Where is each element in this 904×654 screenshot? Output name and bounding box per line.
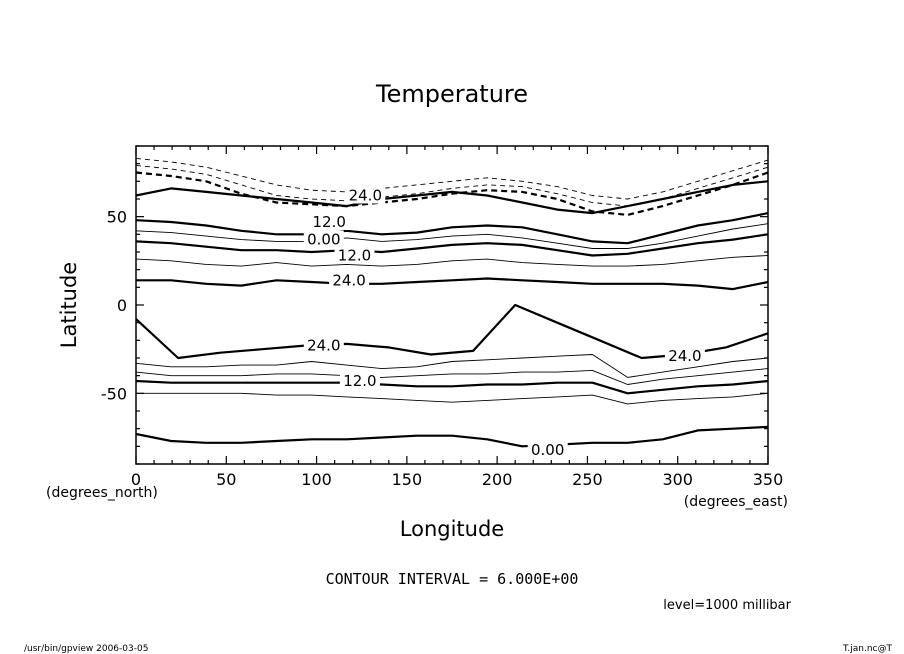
footer-left: /usr/bin/gpview 2006-03-05 bbox=[24, 644, 148, 654]
contour-label-7: 24.0 bbox=[668, 347, 701, 365]
chart-title: Temperature bbox=[375, 80, 528, 108]
x-tick-label: 200 bbox=[482, 470, 513, 489]
contour-label-0: 24.0 bbox=[349, 187, 382, 205]
contour-line-3 bbox=[135, 157, 769, 200]
contour-label-2: 0.00 bbox=[307, 231, 340, 249]
contour-label-bg-6 bbox=[339, 372, 380, 389]
x-unit-label: (degrees_east) bbox=[684, 494, 788, 510]
x-tick-label: 0 bbox=[131, 470, 141, 489]
y-tick-label: -50 bbox=[101, 384, 127, 403]
contour-line-4 bbox=[135, 212, 769, 245]
x-tick-label: 150 bbox=[392, 470, 423, 489]
y-tick-label: 50 bbox=[107, 208, 127, 227]
contour-label-bg-2 bbox=[303, 230, 344, 248]
contour-line-1 bbox=[135, 171, 769, 216]
contour-line-5 bbox=[135, 223, 769, 249]
contour-label-bg-5 bbox=[303, 336, 344, 354]
contour-label-bg-0 bbox=[345, 186, 386, 204]
y-tick-label: 0 bbox=[117, 296, 127, 315]
contour-line-13 bbox=[136, 392, 769, 405]
contour-label-bg-4 bbox=[329, 271, 370, 289]
contour-interval-note: CONTOUR INTERVAL = 6.000E+00 bbox=[326, 570, 579, 588]
x-tick-label: 350 bbox=[753, 470, 784, 489]
x-tick-label: 50 bbox=[216, 470, 236, 489]
contour-label-8: 0.00 bbox=[531, 441, 564, 459]
contour-label-6: 12.0 bbox=[343, 372, 376, 390]
contour-line-7 bbox=[135, 255, 769, 267]
contour-line-10 bbox=[135, 354, 769, 378]
level-note: level=1000 millibar bbox=[663, 598, 791, 613]
x-axis-label: Longitude bbox=[400, 517, 504, 541]
contour-line-6 bbox=[135, 233, 769, 257]
contour-line-8 bbox=[136, 277, 769, 291]
x-tick-label: 300 bbox=[662, 470, 693, 489]
contour-label-3: 12.0 bbox=[338, 247, 371, 265]
y-axis-label: Latitude bbox=[57, 262, 81, 348]
contour-label-bg-8 bbox=[527, 440, 568, 458]
x-tick-label: 250 bbox=[572, 470, 603, 489]
contour-line-12 bbox=[135, 379, 769, 395]
contour-label-bg-1 bbox=[309, 213, 350, 230]
y-axis-ticks: 50 0 -50 bbox=[101, 145, 768, 465]
contour-lines bbox=[135, 157, 769, 448]
contour-line-9 bbox=[135, 303, 769, 360]
contour-label-5: 24.0 bbox=[307, 337, 340, 355]
footer-right: T.jan.nc@T bbox=[842, 644, 893, 654]
contour-label-4: 24.0 bbox=[332, 271, 365, 289]
x-axis-ticks: 0 50 100 150 200 250 300 350 bbox=[131, 146, 783, 489]
contour-line-14 bbox=[135, 425, 769, 448]
contour-label-bg-3 bbox=[334, 246, 375, 264]
contour-label-1: 12.0 bbox=[312, 213, 345, 231]
y-unit-label: (degrees_north) bbox=[46, 485, 158, 501]
contour-line-11 bbox=[135, 368, 769, 385]
x-tick-label: 100 bbox=[301, 470, 332, 489]
contour-line-2 bbox=[135, 164, 769, 207]
contour-line-0 bbox=[135, 180, 769, 215]
contour-label-bg-7 bbox=[664, 347, 705, 365]
